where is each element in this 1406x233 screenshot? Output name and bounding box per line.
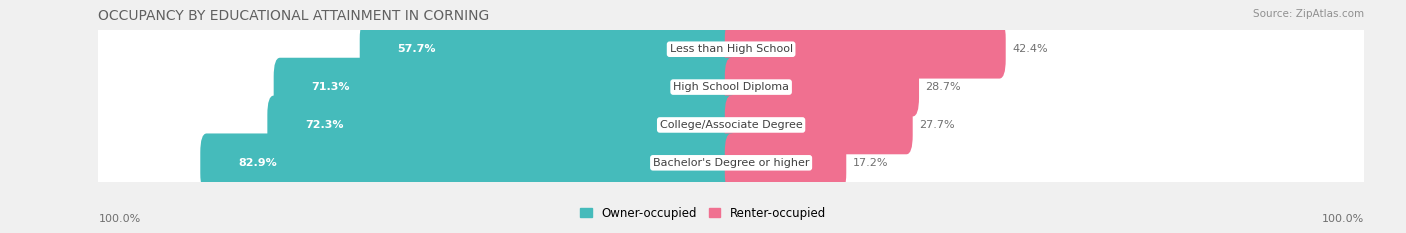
FancyBboxPatch shape [725,96,912,154]
Text: 17.2%: 17.2% [852,158,889,168]
Text: Source: ZipAtlas.com: Source: ZipAtlas.com [1253,9,1364,19]
Text: High School Diploma: High School Diploma [673,82,789,92]
Text: 72.3%: 72.3% [305,120,344,130]
FancyBboxPatch shape [274,58,737,116]
FancyBboxPatch shape [725,134,846,192]
FancyBboxPatch shape [725,58,920,116]
Text: 27.7%: 27.7% [920,120,955,130]
Text: 71.3%: 71.3% [312,82,350,92]
FancyBboxPatch shape [94,39,1368,135]
Text: 57.7%: 57.7% [398,44,436,54]
FancyBboxPatch shape [94,115,1368,211]
FancyBboxPatch shape [725,20,1005,79]
Text: Bachelor's Degree or higher: Bachelor's Degree or higher [652,158,810,168]
Text: 28.7%: 28.7% [925,82,960,92]
FancyBboxPatch shape [200,134,737,192]
Text: Less than High School: Less than High School [669,44,793,54]
FancyBboxPatch shape [94,1,1368,97]
Legend: Owner-occupied, Renter-occupied: Owner-occupied, Renter-occupied [575,202,831,225]
Text: 82.9%: 82.9% [238,158,277,168]
Text: College/Associate Degree: College/Associate Degree [659,120,803,130]
Text: OCCUPANCY BY EDUCATIONAL ATTAINMENT IN CORNING: OCCUPANCY BY EDUCATIONAL ATTAINMENT IN C… [98,9,489,23]
Text: 42.4%: 42.4% [1012,44,1047,54]
FancyBboxPatch shape [267,96,737,154]
Text: 100.0%: 100.0% [98,214,141,224]
FancyBboxPatch shape [360,20,737,79]
Text: 100.0%: 100.0% [1322,214,1364,224]
FancyBboxPatch shape [94,77,1368,173]
